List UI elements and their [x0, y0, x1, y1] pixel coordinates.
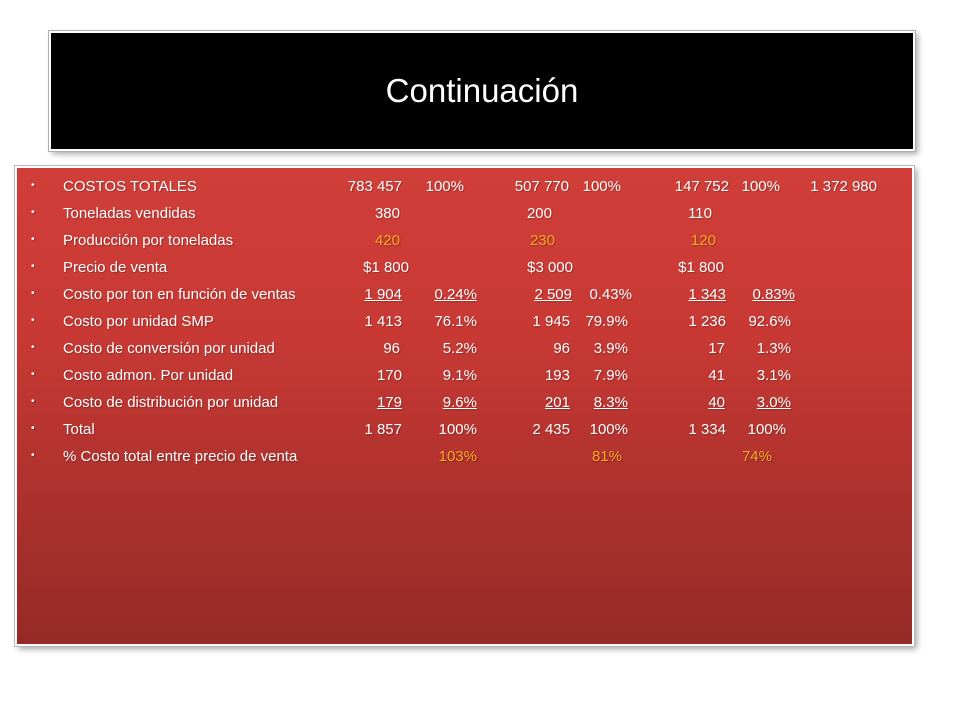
- cell: 100%: [438, 421, 477, 438]
- table-row: • Costo de distribución por unidad 179 9…: [17, 394, 907, 418]
- row-label: Precio de venta: [63, 259, 168, 276]
- cell: 100%: [747, 421, 786, 438]
- cell: 1 236: [688, 313, 726, 330]
- row-label: % Costo total entre precio de venta: [63, 448, 298, 465]
- cell: 3.1%: [756, 367, 791, 384]
- row-label: Costo por unidad SMP: [63, 313, 214, 330]
- table-row: • Total 1 857 100% 2 435 100% 1 334 100%: [17, 421, 907, 445]
- bullet-icon: •: [31, 342, 35, 353]
- cell: 380: [374, 205, 400, 222]
- cell: 79.9%: [585, 313, 628, 330]
- cell: $1 800: [678, 259, 724, 276]
- cell: 179: [376, 394, 402, 411]
- cell: 1 343: [688, 286, 726, 303]
- cell: 100%: [582, 178, 621, 195]
- cell: 9.6%: [442, 394, 477, 411]
- slide-title: Continuación: [385, 72, 579, 109]
- cell: 201: [544, 394, 570, 411]
- content-box: • COSTOS TOTALES 783 457 100% 507 770 10…: [15, 166, 914, 646]
- cell: 17: [708, 340, 725, 357]
- cell: 5.2%: [442, 340, 477, 357]
- row-label: Costo de distribución por unidad: [63, 394, 279, 411]
- row-label: Total: [63, 421, 95, 438]
- row-label: Producción por toneladas: [63, 232, 234, 249]
- bullet-icon: •: [31, 261, 35, 272]
- cell: 100%: [589, 421, 628, 438]
- cell: $1 800: [363, 259, 409, 276]
- cell: 0.83%: [752, 286, 795, 303]
- cell: 92.6%: [748, 313, 791, 330]
- cell: 507 770: [514, 178, 569, 195]
- cell: 147 752: [674, 178, 729, 195]
- table-row: • COSTOS TOTALES 783 457 100% 507 770 10…: [17, 178, 907, 202]
- row-label: Costo por ton en función de ventas: [63, 286, 296, 303]
- bullet-icon: •: [31, 207, 35, 218]
- cell: 1 904: [364, 286, 402, 303]
- cell: 0.43%: [589, 286, 632, 303]
- cell: 230: [529, 232, 555, 249]
- table-row: • Toneladas vendidas 380 200 110: [17, 205, 907, 229]
- cell: 3.0%: [756, 394, 791, 411]
- cell: 1 372 980: [810, 178, 877, 195]
- bullet-icon: •: [31, 315, 35, 326]
- cell: 2 509: [534, 286, 572, 303]
- cell: 96: [553, 340, 570, 357]
- bullet-icon: •: [31, 288, 35, 299]
- bullet-icon: •: [31, 180, 35, 191]
- cell: 7.9%: [593, 367, 628, 384]
- table-row: • Costo por ton en función de ventas 1 9…: [17, 286, 907, 310]
- cell: 200: [526, 205, 552, 222]
- cell: 1 945: [532, 313, 570, 330]
- cell: 8.3%: [593, 394, 628, 411]
- table-row: • Producción por toneladas 420 230 120: [17, 232, 907, 256]
- cell: 783 457: [347, 178, 402, 195]
- row-label: Costo admon. Por unidad: [63, 367, 234, 384]
- table-row: • Costo por unidad SMP 1 413 76.1% 1 945…: [17, 313, 907, 337]
- cell: 420: [374, 232, 400, 249]
- cell: 76.1%: [434, 313, 477, 330]
- table-row: • Precio de venta $1 800 $3 000 $1 800: [17, 259, 907, 283]
- cell: 103%: [438, 448, 477, 465]
- cell: 1 857: [364, 421, 402, 438]
- cell: 1.3%: [756, 340, 791, 357]
- bullet-icon: •: [31, 369, 35, 380]
- row-label: COSTOS TOTALES: [63, 178, 197, 195]
- cell: 170: [376, 367, 402, 384]
- table-row: • % Costo total entre precio de venta 10…: [17, 448, 907, 472]
- cell: 100%: [741, 178, 780, 195]
- title-box: Continuación: [49, 31, 915, 151]
- cell: 96: [383, 340, 400, 357]
- cell: $3 000: [527, 259, 573, 276]
- row-label: Toneladas vendidas: [63, 205, 196, 222]
- cell: 74%: [741, 448, 772, 465]
- bullet-icon: •: [31, 450, 35, 461]
- table-row: • Costo admon. Por unidad 170 9.1% 193 7…: [17, 367, 907, 391]
- cell: 41: [708, 367, 725, 384]
- cell: 3.9%: [593, 340, 628, 357]
- cell: 81%: [591, 448, 622, 465]
- row-label: Costo de conversión por unidad: [63, 340, 275, 357]
- cell: 110: [688, 205, 712, 222]
- cell: 40: [708, 394, 725, 411]
- cell: 1 334: [688, 421, 726, 438]
- bullet-icon: •: [31, 234, 35, 245]
- bullet-icon: •: [31, 396, 35, 407]
- cell: 1 413: [364, 313, 402, 330]
- cell: 0.24%: [434, 286, 477, 303]
- cell: 9.1%: [442, 367, 477, 384]
- table-row: • Costo de conversión por unidad 96 5.2%…: [17, 340, 907, 364]
- cell: 100%: [425, 178, 464, 195]
- cell: 2 435: [532, 421, 570, 438]
- bullet-icon: •: [31, 423, 35, 434]
- cell: 120: [690, 232, 716, 249]
- cell: 193: [544, 367, 570, 384]
